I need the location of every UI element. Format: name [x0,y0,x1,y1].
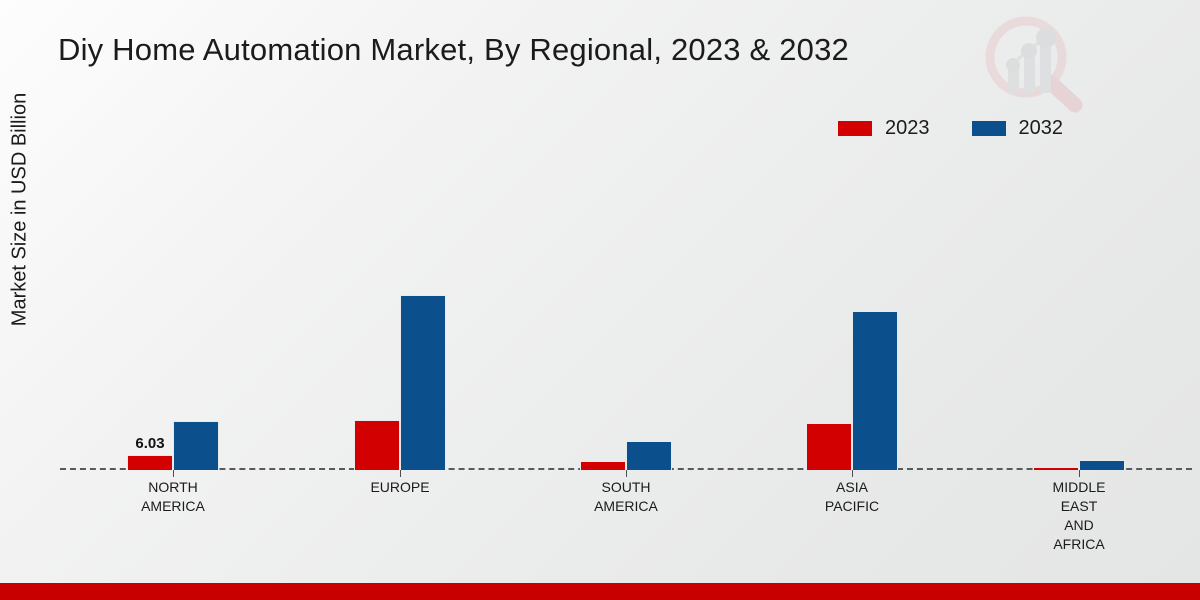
bar-2032[interactable] [852,311,898,470]
bar-group: SOUTH AMERICA [580,150,672,514]
y-axis-title: Market Size in USD Billion [8,92,31,327]
legend-item-2032[interactable]: 2032 [971,117,1064,139]
category-label-line: MIDDLE [1052,479,1106,495]
bar-group: MIDDLE EAST AND AFRICA [1033,150,1125,552]
category-label-line: AMERICA [594,498,658,514]
bar-pair [354,150,446,470]
bar-group: 6.03 NORTH AMERICA [127,150,219,514]
bar-2023[interactable] [1033,467,1079,470]
bar-pair [580,150,672,470]
bar-group: ASIA PACIFIC [806,150,898,514]
category-label-line: SOUTH [601,479,651,495]
bar-pair [127,150,219,470]
footer-accent-bar [0,583,1200,600]
x-axis-tick [852,470,853,477]
bar-2032[interactable] [173,421,219,470]
x-axis-tick [626,470,627,477]
category-label-line: EAST [1060,498,1098,514]
category-label-line: EUROPE [370,479,430,495]
category-label-line: ASIA [836,479,868,495]
category-label-line: PACIFIC [824,498,880,514]
bar-group: EUROPE [354,150,446,495]
chart-legend: 2023 2032 [838,118,1063,138]
category-label-line: AFRICA [1053,536,1105,552]
legend-item-2023[interactable]: 2023 [838,118,930,138]
category-label-line: NORTH [148,479,198,495]
legend-swatch-2023 [838,120,872,136]
bar-2023[interactable] [354,420,400,470]
x-axis-category-label: NORTH AMERICA [93,478,253,516]
watermark-logo-icon [985,16,1083,113]
bar-2032[interactable] [1079,460,1125,470]
x-axis-tick [173,470,174,477]
page-title: Diy Home Automation Market, By Regional,… [58,32,849,67]
bar-2023[interactable] [127,455,173,470]
x-axis-category-label: MIDDLE EAST AND AFRICA [999,478,1159,554]
bar-2032[interactable] [400,295,446,470]
x-axis-category-label: SOUTH AMERICA [546,478,706,516]
x-axis-category-label: EUROPE [320,478,480,497]
bar-2023[interactable] [806,423,852,470]
legend-label-2023: 2023 [885,117,930,139]
category-label-line: AMERICA [141,498,205,514]
legend-swatch-2032 [971,120,1006,136]
x-axis-category-label: ASIA PACIFIC [772,478,932,516]
bar-2023[interactable] [580,461,626,470]
x-axis-tick [1079,470,1080,477]
bar-value-label: 6.03 [135,435,165,452]
bar-pair [1033,150,1125,470]
bar-2032[interactable] [626,441,672,470]
bar-pair [806,150,898,470]
x-axis-tick [400,470,401,477]
category-label-line: AND [1064,517,1094,533]
plot-area: 6.03 NORTH AMERICA EUROPE SOUTH AMERICA ASIA PA… [60,150,1192,552]
legend-label-2032: 2032 [1018,117,1064,139]
